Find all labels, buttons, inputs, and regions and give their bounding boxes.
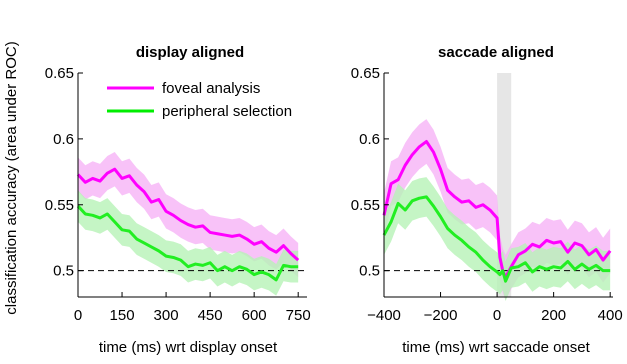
x-axis-label-saccade-aligned: time (ms) wrt saccade onset [402, 339, 590, 356]
legend: foveal analysis peripheral selection [107, 80, 292, 120]
panel-display-aligned: display aligned time (ms) wrt display on… [45, 44, 311, 356]
x-axis-label-display-aligned: time (ms) wrt display onset [99, 339, 278, 356]
y-tick-label-saccade-aligned: 0.65 [351, 65, 380, 82]
x-tick-label-display-aligned: 0 [74, 307, 82, 324]
x-tick-label-display-aligned: 150 [110, 307, 135, 324]
peripheral-line-display-aligned [76, 205, 299, 282]
foveal-line-saccade-aligned [382, 140, 612, 279]
x-tick-label-display-aligned: 750 [286, 307, 311, 324]
y-axis-label: classification accuracy (area under ROC) [3, 41, 20, 314]
panel-saccade-aligned: saccade aligned time (ms) wrt saccade on… [351, 44, 623, 356]
peripheral-line-saccade-aligned [382, 195, 611, 283]
legend-label-foveal: foveal analysis [162, 80, 260, 97]
x-tick-label-saccade-aligned: 200 [541, 307, 566, 324]
x-tick-label-display-aligned: 450 [198, 307, 223, 324]
x-tick-label-saccade-aligned: 400 [598, 307, 623, 324]
x-tick-label-display-aligned: 300 [154, 307, 179, 324]
x-tick-label-saccade-aligned: −200 [424, 307, 458, 324]
y-tick-label-display-aligned: 0.6 [53, 131, 74, 148]
y-tick-label-saccade-aligned: 0.55 [351, 197, 380, 214]
panel-title-display-aligned: display aligned [136, 44, 244, 61]
legend-label-peripheral: peripheral selection [162, 103, 292, 120]
y-tick-label-display-aligned: 0.65 [45, 65, 74, 82]
x-tick-label-saccade-aligned: −400 [367, 307, 401, 324]
peripheral-band-saccade-aligned [384, 177, 611, 301]
y-tick-label-saccade-aligned: 0.5 [359, 263, 380, 280]
foveal-line-display-aligned [76, 167, 300, 262]
x-tick-label-saccade-aligned: 0 [493, 307, 501, 324]
y-tick-label-display-aligned: 0.55 [45, 197, 74, 214]
y-tick-label-display-aligned: 0.5 [53, 263, 74, 280]
foveal-band-display-aligned [78, 152, 299, 278]
y-tick-label-saccade-aligned: 0.6 [359, 131, 380, 148]
panel-title-saccade-aligned: saccade aligned [438, 44, 554, 61]
x-tick-label-display-aligned: 600 [242, 307, 267, 324]
